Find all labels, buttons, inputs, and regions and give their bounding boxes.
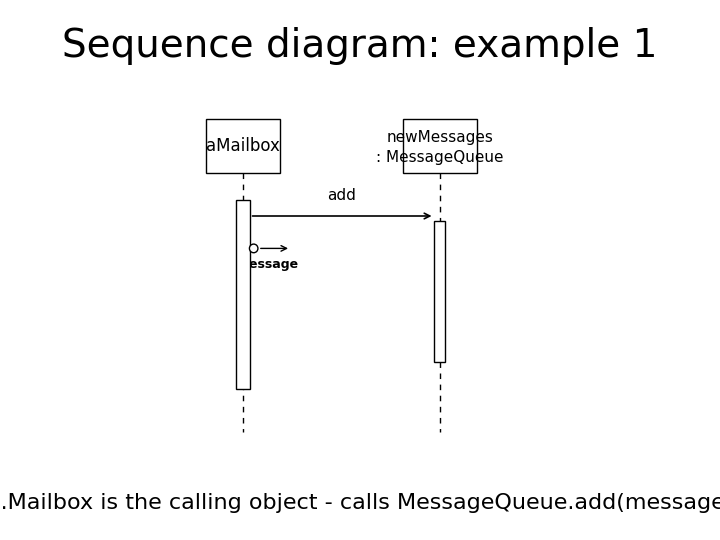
Text: aMailbox: aMailbox — [206, 137, 280, 155]
Text: message: message — [236, 258, 298, 271]
Circle shape — [249, 244, 258, 253]
Text: : MessageQueue: : MessageQueue — [376, 150, 503, 165]
Text: Sequence diagram: example 1: Sequence diagram: example 1 — [62, 27, 658, 65]
Bar — [236, 200, 250, 389]
Text: newMessages: newMessages — [387, 130, 493, 145]
Bar — [434, 221, 445, 362]
Text: a.Mailbox is the calling object - calls MessageQueue.add(message): a.Mailbox is the calling object - calls … — [0, 493, 720, 513]
Bar — [402, 119, 477, 173]
Text: add: add — [328, 187, 356, 202]
Bar — [206, 119, 280, 173]
